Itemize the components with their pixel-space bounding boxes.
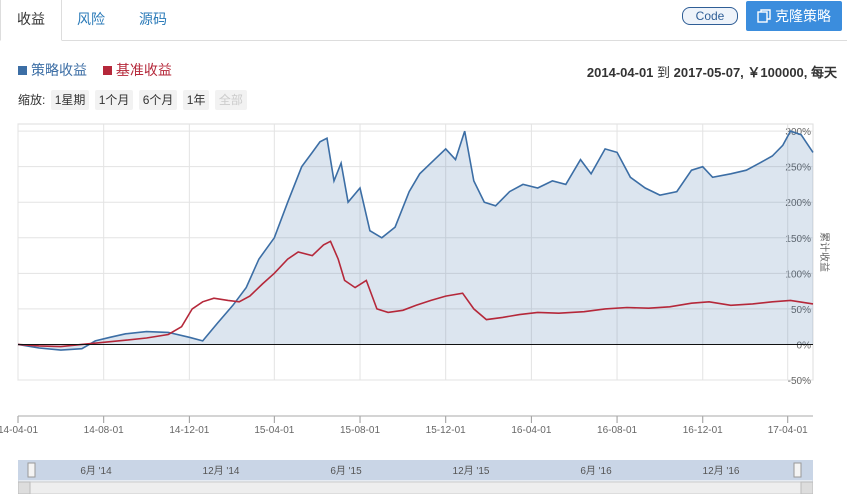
y-tick-label: 0% — [797, 340, 812, 351]
series-area-0 — [18, 131, 813, 351]
series-line-0 — [17, 130, 814, 351]
legend-item-benchmark[interactable]: 基准收益 — [102, 60, 172, 80]
x-tick-label: 14-04-01 — [0, 425, 38, 436]
navigator-label: 12月 '14 — [203, 465, 240, 477]
navigator-scroll-left-arrow[interactable] — [18, 481, 31, 494]
x-tick-label: 15-12-01 — [426, 425, 466, 436]
y-tick-label: -50% — [788, 376, 811, 387]
legend-swatch-benchmark — [102, 66, 112, 75]
navigator-right-handle[interactable] — [793, 462, 802, 478]
y-tick-label: 300% — [785, 127, 811, 138]
tab-bar: 收益 风险 源码 Code 克隆策略 — [0, 0, 847, 41]
x-tick-label: 15-08-01 — [340, 425, 380, 436]
y-axis-title: 累计收益 — [818, 232, 831, 272]
zoom-1year-button[interactable]: 1年 — [182, 90, 210, 110]
backtest-info: 2014-04-01 到 2017-05-07, ￥100000, 每天 — [587, 62, 837, 81]
copy-icon — [757, 9, 771, 23]
navigator-scrollbar[interactable] — [18, 481, 813, 494]
series-line-1 — [17, 240, 814, 348]
zoom-1week-button[interactable]: 1星期 — [50, 90, 90, 110]
x-tick-label: 16-12-01 — [683, 425, 723, 436]
zoom-1month-button[interactable]: 1个月 — [94, 90, 134, 110]
y-tick-label: 50% — [791, 305, 811, 316]
x-tick-label: 15-04-01 — [254, 425, 294, 436]
x-tick-label: 17-04-01 — [768, 425, 808, 436]
tab-source[interactable]: 源码 — [139, 11, 167, 27]
x-tick-label: 16-04-01 — [511, 425, 551, 436]
navigator-label: 6月 '14 — [80, 465, 112, 477]
zoom-controls: 缩放: 1星期 1个月 6个月 1年 全部 — [18, 90, 247, 110]
y-tick-label: 250% — [785, 163, 811, 174]
x-tick-label: 14-08-01 — [84, 425, 124, 436]
backtest-connector: 到 — [657, 65, 671, 80]
navigator-label: 6月 '16 — [580, 465, 612, 477]
backtest-start-date: 2014-04-01 — [586, 65, 654, 80]
chart-legend: 策略收益 基准收益 — [18, 60, 184, 80]
navigator-selected-range — [18, 460, 813, 480]
navigator-label: 6月 '15 — [330, 465, 362, 477]
navigator-labels: 6月 '14 12月 '14 6月 '15 12月 '15 6月 '16 12月 '16 — [80, 465, 740, 477]
legend-swatch-strategy — [18, 66, 27, 75]
range-navigator[interactable]: 6月 '14 12月 '14 6月 '15 12月 '15 6月 '16 12月 '16 — [18, 460, 813, 494]
navigator-left-handle[interactable] — [27, 462, 36, 478]
clone-strategy-label: 克隆策略 — [775, 8, 831, 24]
legend-item-strategy[interactable]: 策略收益 — [18, 60, 87, 80]
navigator-scroll-right-arrow[interactable] — [800, 481, 813, 494]
tab-risk[interactable]: 风险 — [77, 11, 105, 27]
y-tick-label: 200% — [785, 198, 811, 209]
zoom-6month-button[interactable]: 6个月 — [138, 90, 178, 110]
zoom-label: 缩放: — [18, 93, 46, 107]
backtest-end-capital: 2017-05-07, ￥100000, 每天 — [673, 65, 837, 80]
y-tick-label: 150% — [785, 234, 811, 245]
x-tick-label: 14-12-01 — [169, 425, 209, 436]
clone-strategy-button[interactable]: 克隆策略 — [746, 1, 842, 31]
navigator-label: 12月 '16 — [703, 465, 740, 477]
code-button[interactable]: Code — [682, 7, 738, 25]
legend-label-strategy: 策略收益 — [31, 62, 87, 78]
legend-label-benchmark: 基准收益 — [115, 62, 172, 78]
zoom-all-button[interactable]: 全部 — [214, 90, 247, 110]
navigator-label: 12月 '15 — [453, 465, 490, 477]
y-tick-label: 100% — [785, 269, 811, 280]
tab-returns[interactable]: 收益 — [0, 0, 62, 41]
returns-chart: -50% 0% 50% 100% 150% 200% 250% 300% 14-04-01 14-… — [0, 123, 831, 436]
x-tick-label: 16-08-01 — [597, 425, 637, 436]
